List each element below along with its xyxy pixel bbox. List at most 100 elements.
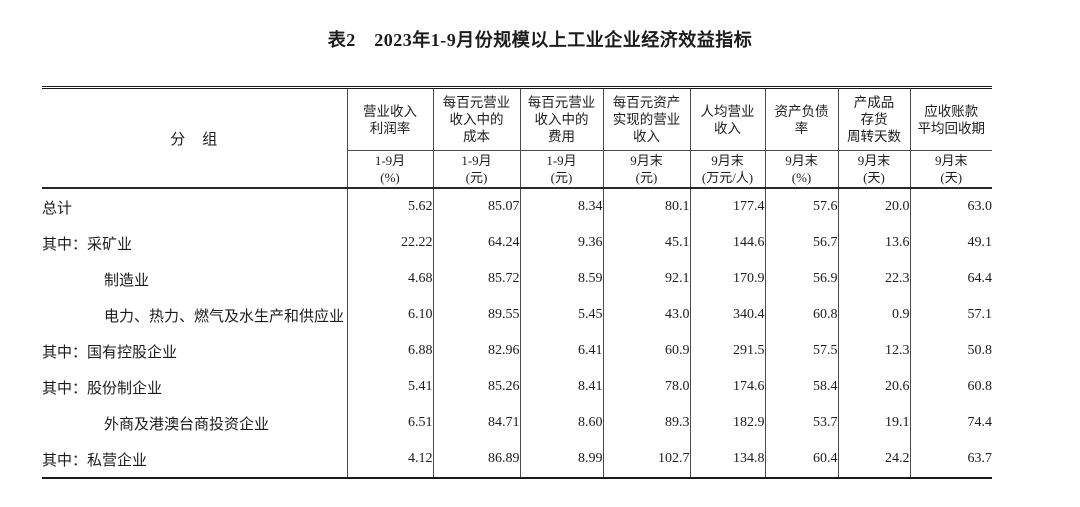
row-label: 其中：股份制企业: [42, 380, 163, 397]
column-unit: (天): [863, 170, 885, 185]
cell-value: 4.68: [346, 261, 433, 297]
column-header-unit: 9月末 (%): [764, 150, 838, 189]
row-label: 外商及港澳台商投资企业: [104, 416, 270, 433]
column-header-title: 每百元营业 收入中的 成本: [432, 87, 520, 151]
row-label: 总计: [42, 200, 73, 217]
cell-value: 24.2: [837, 441, 910, 478]
cell-value: 8.59: [519, 261, 603, 297]
cell-value: 56.9: [764, 261, 838, 297]
cell-value: 9.36: [519, 225, 603, 261]
column-period: 1-9月: [461, 153, 492, 168]
cell-value: 85.72: [432, 261, 520, 297]
table-row: 其中：国有控股企业 6.88 82.96 6.41 60.9 291.5 57.5 12.3 5…: [42, 333, 992, 369]
cell-value: 57.6: [764, 188, 838, 225]
table-row: 制造业 4.68 85.72 8.59 92.1 170.9 56.9 22.3 64.4: [42, 261, 992, 297]
cell-value: 60.4: [764, 441, 838, 478]
cell-value: 340.4: [689, 297, 765, 333]
table-row: 外商及港澳台商投资企业 6.51 84.71 8.60 89.3 182.9 53.7 19.…: [42, 405, 992, 441]
cell-value: 43.0: [602, 297, 690, 333]
column-header-unit: 1-9月 (元): [432, 150, 520, 189]
row-label: 制造业: [104, 272, 150, 289]
header-row-units: 1-9月 (%) 1-9月 (元) 1-9月 (元) 9月末 (元) 9月末 (万元/人) 9月末 (…: [42, 150, 992, 189]
column-header-unit: 9月末 (天): [909, 150, 992, 189]
cell-value: 57.5: [764, 333, 838, 369]
column-header-title: 每百元营业 收入中的 费用: [519, 87, 603, 151]
cell-value: 56.7: [764, 225, 838, 261]
column-header-unit: 1-9月 (%): [346, 150, 433, 189]
cell-value: 49.1: [909, 225, 992, 261]
group-column-header: 分 组: [42, 87, 347, 189]
cell-value: 4.12: [346, 441, 433, 478]
column-period: 9月末: [857, 153, 891, 168]
cell-value: 20.6: [837, 369, 910, 405]
cell-value: 12.3: [837, 333, 910, 369]
cell-value: 20.0: [837, 188, 910, 225]
cell-value: 74.4: [909, 405, 992, 441]
cell-value: 0.9: [837, 297, 910, 333]
cell-value: 86.89: [432, 441, 520, 478]
column-unit: (元): [465, 170, 488, 185]
cell-value: 5.62: [346, 188, 433, 225]
cell-value: 82.96: [432, 333, 520, 369]
column-unit: (天): [940, 170, 963, 185]
cell-value: 84.71: [432, 405, 520, 441]
cell-value: 53.7: [764, 405, 838, 441]
column-header-title: 应收账款 平均回收期: [909, 87, 992, 151]
table-row: 电力、热力、燃气及水生产和供应业 6.10 89.55 5.45 43.0 340.4 60…: [42, 297, 992, 333]
cell-value: 60.9: [602, 333, 690, 369]
row-label: 电力、热力、燃气及水生产和供应业: [104, 308, 345, 325]
cell-value: 89.55: [432, 297, 520, 333]
cell-value: 8.41: [519, 369, 603, 405]
table-row: 总计 5.62 85.07 8.34 80.1 177.4 57.6 20.0 63.0: [42, 188, 992, 225]
cell-value: 5.41: [346, 369, 433, 405]
column-period: 1-9月: [546, 153, 577, 168]
cell-value: 8.34: [519, 188, 603, 225]
column-header-title: 每百元资产 实现的营业 收入: [602, 87, 690, 151]
column-period: 9月末: [785, 153, 818, 168]
column-period: 9月末: [711, 153, 744, 168]
cell-value: 102.7: [602, 441, 690, 478]
cell-value: 64.4: [909, 261, 992, 297]
cell-value: 6.51: [346, 405, 433, 441]
table-row: 其中：采矿业 22.22 64.24 9.36 45.1 144.6 56.7 13.6 49.…: [42, 225, 992, 261]
cell-value: 80.1: [602, 188, 690, 225]
cell-value: 63.0: [909, 188, 992, 225]
column-unit: (万元/人): [701, 170, 754, 185]
cell-value: 8.60: [519, 405, 603, 441]
cell-value: 170.9: [689, 261, 765, 297]
row-label: 其中：国有控股企业: [42, 344, 178, 361]
header-row-titles: 分 组营业收入 利润率 每百元营业 收入中的 成本 每百元营业 收入中的 费用 每百元…: [42, 87, 992, 189]
row-label: 其中：私营企业: [42, 452, 148, 469]
column-period: 9月末: [630, 153, 663, 168]
cell-value: 89.3: [602, 405, 690, 441]
table-row: 其中：股份制企业 5.41 85.26 8.41 78.0 174.6 58.4 20.6 60…: [42, 369, 992, 405]
column-header-title: 人均营业 收入: [689, 87, 765, 151]
column-unit: (%): [380, 170, 400, 185]
table-row: 其中：私营企业 4.12 86.89 8.99 102.7 134.8 60.4 24.2 63…: [42, 441, 992, 478]
cell-value: 182.9: [689, 405, 765, 441]
cell-value: 134.8: [689, 441, 765, 478]
cell-value: 58.4: [764, 369, 838, 405]
cell-value: 8.99: [519, 441, 603, 478]
cell-value: 85.26: [432, 369, 520, 405]
stats-table: 分 组营业收入 利润率 每百元营业 收入中的 成本 每百元营业 收入中的 费用 每百元…: [42, 86, 992, 479]
column-unit: (元): [550, 170, 573, 185]
column-header-unit: 9月末 (天): [837, 150, 910, 189]
table-body: 总计 5.62 85.07 8.34 80.1 177.4 57.6 20.0 63.0 其中：采…: [42, 188, 992, 478]
cell-value: 6.41: [519, 333, 603, 369]
cell-value: 13.6: [837, 225, 910, 261]
cell-value: 291.5: [689, 333, 765, 369]
column-header-unit: 1-9月 (元): [519, 150, 603, 189]
column-header-title: 资产负债 率: [764, 87, 838, 151]
cell-value: 22.22: [346, 225, 433, 261]
cell-value: 50.8: [909, 333, 992, 369]
column-header-unit: 9月末 (万元/人): [689, 150, 765, 189]
cell-value: 92.1: [602, 261, 690, 297]
column-unit: (%): [791, 170, 812, 185]
column-period: 9月末: [934, 153, 968, 168]
column-header-title: 产成品 存货 周转天数: [837, 87, 910, 151]
cell-value: 177.4: [689, 188, 765, 225]
row-label: 其中：采矿业: [42, 236, 133, 253]
cell-value: 22.3: [837, 261, 910, 297]
